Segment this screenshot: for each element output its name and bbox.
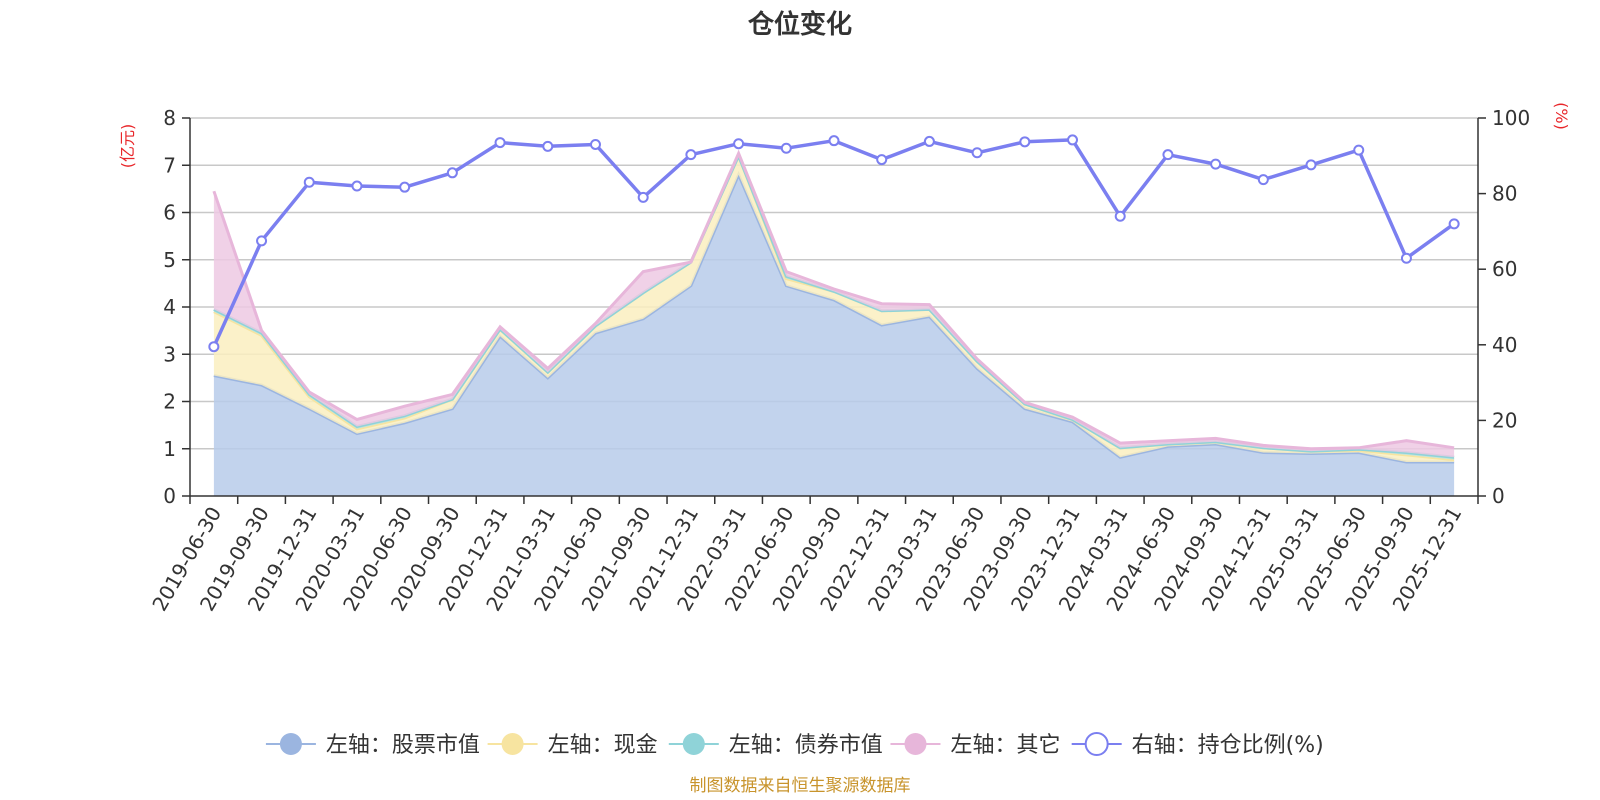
right-y-tick-label: 80 [1492, 182, 1517, 206]
line-point [1210, 158, 1222, 170]
legend-marker [904, 733, 927, 755]
legend-label: 左轴：债券市值 [729, 733, 883, 758]
line-point [399, 181, 411, 193]
left-y-tick-label: 1 [163, 437, 176, 461]
line-point [971, 147, 983, 159]
area-左轴：股票市值 [213, 174, 1455, 496]
line-series [208, 134, 1460, 353]
line-point [637, 191, 649, 203]
left-y-tick-label: 6 [163, 201, 176, 225]
line-point [685, 149, 697, 161]
line-point [542, 140, 554, 152]
line-point [1067, 134, 1079, 146]
right-y-tick-label: 60 [1492, 257, 1517, 281]
line-point [876, 154, 888, 166]
area-series [212, 149, 1455, 496]
left-y-tick-label: 0 [163, 484, 176, 508]
x-tick-labels: 2019-06-302019-09-302019-12-312020-03-31… [147, 502, 1466, 615]
left-y-tick-label: 5 [163, 248, 176, 272]
line-point [1305, 159, 1317, 171]
right-y-tick-label: 40 [1492, 333, 1517, 357]
legend-label: 左轴：股票市值 [326, 733, 480, 758]
line-point [1353, 144, 1365, 156]
right-axis-unit: (%) [1552, 102, 1571, 130]
line-point [828, 135, 840, 147]
legend-label: 右轴：持仓比例(%) [1132, 733, 1324, 758]
left-axis-unit: (亿元) [118, 124, 137, 169]
axes [182, 117, 1486, 504]
line-point [733, 138, 745, 150]
legend-label: 左轴：其它 [950, 733, 1060, 758]
left-y-tick-label: 4 [163, 295, 176, 319]
left-y-tick-label: 3 [163, 342, 176, 366]
line-point [589, 138, 601, 150]
left-y-tick-label: 8 [163, 106, 176, 130]
line-point [1019, 136, 1031, 148]
left-y-tick-label: 7 [163, 153, 176, 177]
line-point [780, 142, 792, 154]
line-point [1257, 174, 1269, 186]
line-point [923, 135, 935, 147]
line-point [494, 137, 506, 149]
area-edge-左轴：其它 [212, 149, 1455, 451]
line-point [208, 341, 220, 353]
chart-title: 仓位变化 [747, 9, 852, 40]
right-y-tick-label: 0 [1492, 484, 1505, 508]
right-y-tick-label: 20 [1492, 408, 1517, 432]
line-point [446, 167, 458, 179]
legend-marker [279, 733, 302, 755]
line-point [1448, 218, 1460, 230]
line-point [256, 235, 268, 247]
right-y-tick-label: 100 [1492, 106, 1530, 130]
right-y-tick-labels: 0 20 40 60 80 100 [1492, 106, 1530, 508]
line-point [1400, 252, 1412, 264]
line-point [351, 180, 363, 192]
legend-marker [682, 733, 705, 755]
legend: 左轴：股票市值 左轴：现金 左轴：债券市值 左轴：其它 右轴：持仓比例(%) [265, 732, 1324, 758]
legend-label: 左轴：现金 [548, 733, 658, 758]
legend-marker [501, 733, 524, 755]
legend-marker [1084, 732, 1109, 756]
line-point [1162, 149, 1174, 161]
left-y-tick-labels: 0 1 2 3 4 5 6 7 8 [163, 106, 176, 508]
source-note: 制图数据来自恒生聚源数据库 [690, 776, 911, 796]
left-y-tick-label: 2 [163, 390, 176, 414]
line-point [1114, 210, 1126, 222]
line-point [303, 176, 315, 188]
